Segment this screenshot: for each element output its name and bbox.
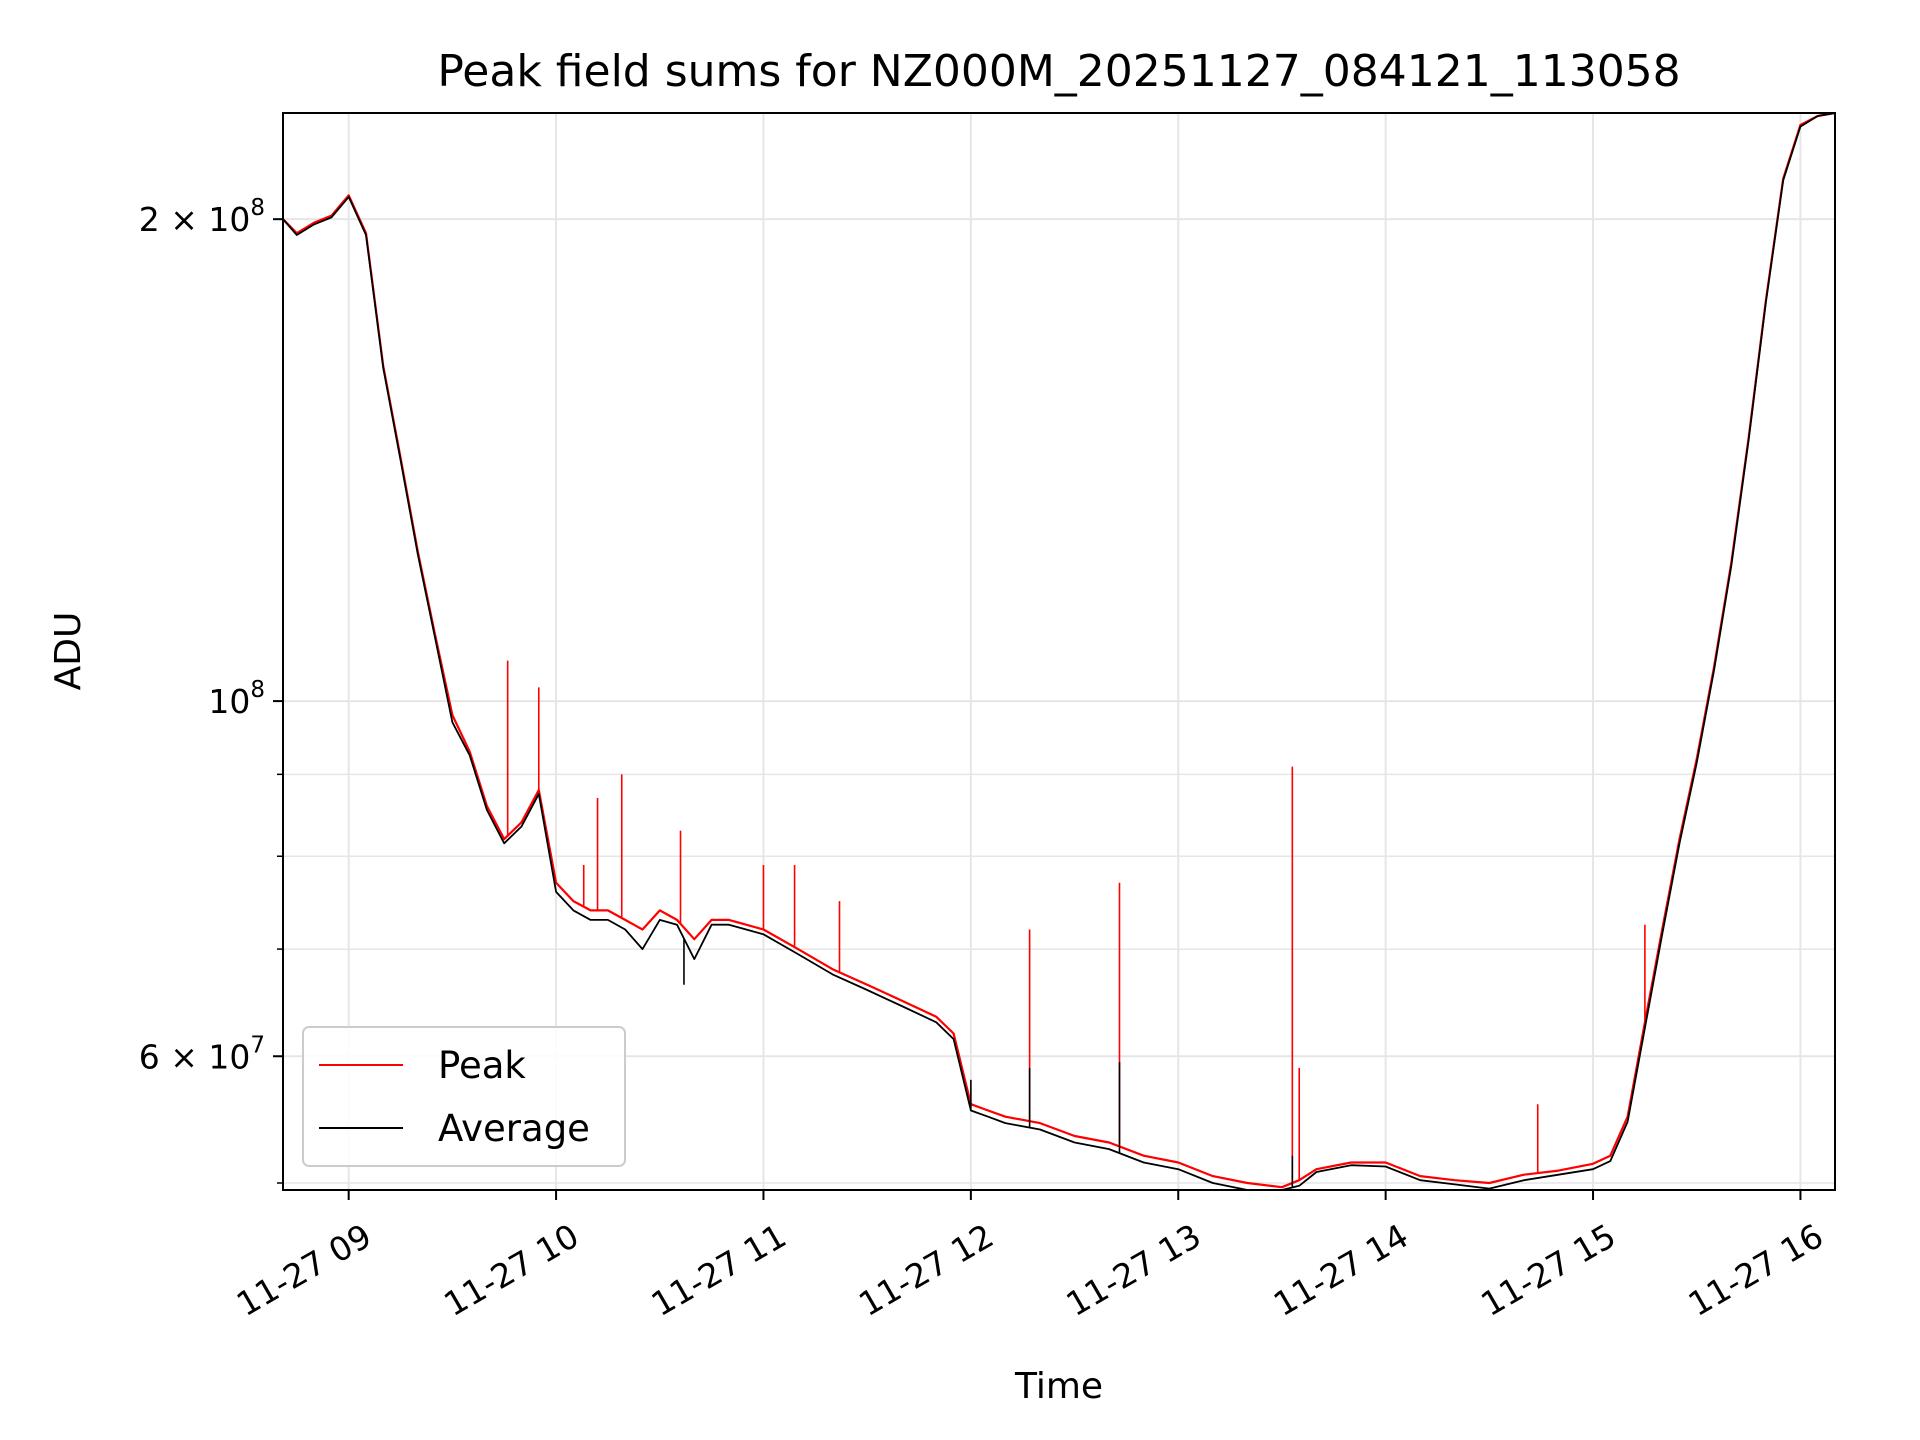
series-line-average <box>282 112 1836 1191</box>
series-line-peak <box>282 111 1836 1189</box>
grid <box>283 113 1835 1190</box>
y-axis-label: ADU <box>48 612 89 691</box>
axes-frame <box>282 112 1836 1191</box>
chart-title: Peak field sums for NZ000M_20251127_0841… <box>437 46 1680 97</box>
legend: Peak Average <box>302 1026 626 1167</box>
y-axis: 6 × 107 108 2 × 108 <box>139 195 283 1184</box>
legend-box <box>302 1026 626 1167</box>
legend-label-peak: Peak <box>438 1044 526 1087</box>
x-axis-label: Time <box>1014 1366 1103 1407</box>
plot-area <box>282 111 1836 1191</box>
legend-label-average: Average <box>438 1107 590 1150</box>
y-tick-label: 2 × 108 <box>139 195 265 239</box>
y-tick-label: 108 <box>208 677 265 721</box>
y-tick-label: 6 × 107 <box>139 1032 265 1076</box>
